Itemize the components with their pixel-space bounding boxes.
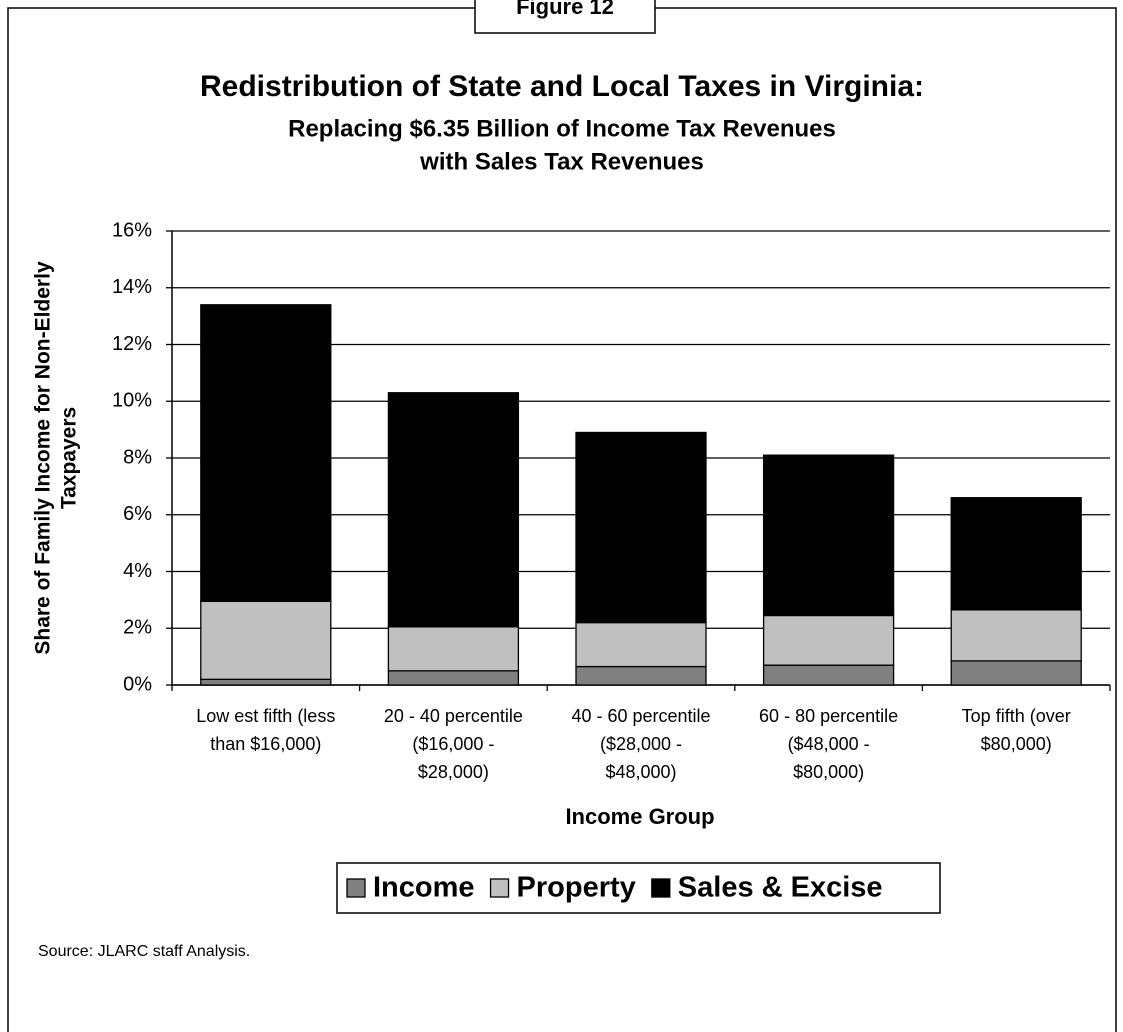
y-tick-label: 14% [112, 276, 152, 298]
bar-segment [387, 392, 520, 628]
bar-segment [387, 670, 520, 686]
bar-segment [387, 626, 520, 672]
y-tick-label: 16% [112, 219, 152, 241]
x-tick-label: Top fifth (over [962, 706, 1071, 726]
figure-label: Figure 12 [516, 0, 614, 19]
chart-title: Redistribution of State and Local Taxes … [200, 70, 924, 103]
bar-segment [200, 600, 332, 680]
y-tick-label: 0% [123, 673, 152, 695]
x-tick-label: 40 - 60 percentile [571, 706, 710, 726]
bar-segment [950, 609, 1082, 662]
x-tick-label: ($16,000 - [412, 734, 494, 754]
x-tick-label: $28,000) [418, 762, 489, 782]
legend-label: Income [373, 872, 475, 904]
x-tick-label: 20 - 40 percentile [384, 706, 523, 726]
x-axis-label: Income Group [565, 804, 714, 829]
bar-segment [575, 621, 707, 668]
legend-label: Property [517, 872, 636, 904]
bar-segment [762, 614, 895, 666]
x-tick-label: Low est fifth (less [196, 706, 335, 726]
x-tick-label: $80,000) [793, 762, 864, 782]
bar-segment [950, 660, 1082, 686]
x-tick-label: $80,000) [981, 734, 1052, 754]
source-note: Source: JLARC staff Analysis. [38, 943, 250, 960]
figure-tab [474, 0, 656, 34]
y-tick-label: 8% [123, 446, 152, 468]
bar-segment [575, 431, 707, 624]
y-tick-label: 6% [123, 503, 152, 525]
x-tick-label: 60 - 80 percentile [759, 706, 898, 726]
bar-segment [200, 304, 332, 602]
bar-segment [762, 454, 895, 617]
chart-subtitle: with Sales Tax Revenues [419, 148, 704, 175]
legend-box [336, 862, 941, 914]
x-tick-label: $48,000) [605, 762, 676, 782]
x-tick-label: ($48,000 - [788, 734, 870, 754]
x-tick-label: than $16,000) [210, 734, 321, 754]
bar-segment [762, 664, 895, 686]
legend-label: Sales & Excise [678, 872, 883, 904]
y-tick-label: 4% [123, 560, 152, 582]
y-tick-label: 2% [123, 617, 152, 639]
x-tick-label: ($28,000 - [600, 734, 682, 754]
chart-subtitle: Replacing $6.35 Billion of Income Tax Re… [288, 115, 836, 142]
bar-segment [575, 665, 707, 686]
y-tick-label: 10% [112, 390, 152, 412]
bar-segment [950, 497, 1082, 611]
legend-swatch [651, 878, 671, 898]
y-tick-label: 12% [112, 333, 152, 355]
bar-segment [200, 678, 332, 686]
y-axis-label: Taxpayers [58, 407, 81, 509]
legend-swatch [346, 878, 366, 898]
y-axis-label: Share of Family Income for Non-Elderly [32, 261, 55, 655]
legend-swatch [489, 878, 510, 898]
